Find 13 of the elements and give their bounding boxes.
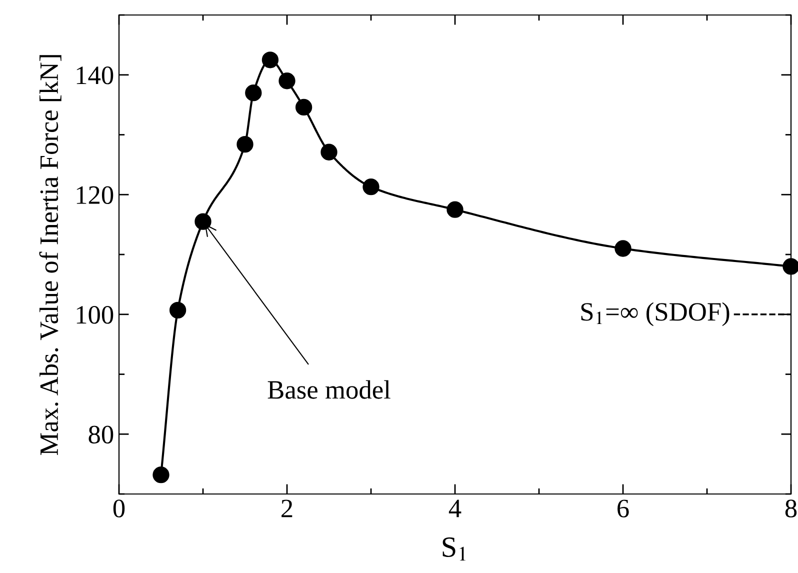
y-tick-label: 80 — [88, 426, 114, 444]
y-tick-label: 140 — [76, 66, 114, 84]
x-tick-label: 2 — [282, 500, 292, 518]
annotation: Base model — [268, 380, 390, 399]
y-axis-title: Max. Abs. Value of Inertia Force [kN] — [39, 55, 62, 456]
x-axis-title: S$_{1}$ — [442, 537, 466, 561]
y-tick-label: 100 — [76, 306, 114, 324]
x-tick-label: 8 — [785, 500, 797, 518]
ref-line-label: S$_{1}$=∞ (SDOF) — [581, 302, 730, 326]
y-tick-label: 120 — [76, 186, 114, 204]
x-tick-label: 4 — [448, 500, 462, 518]
x-tick-label: 6 — [618, 500, 629, 518]
x-tick-label: 0 — [113, 500, 125, 518]
